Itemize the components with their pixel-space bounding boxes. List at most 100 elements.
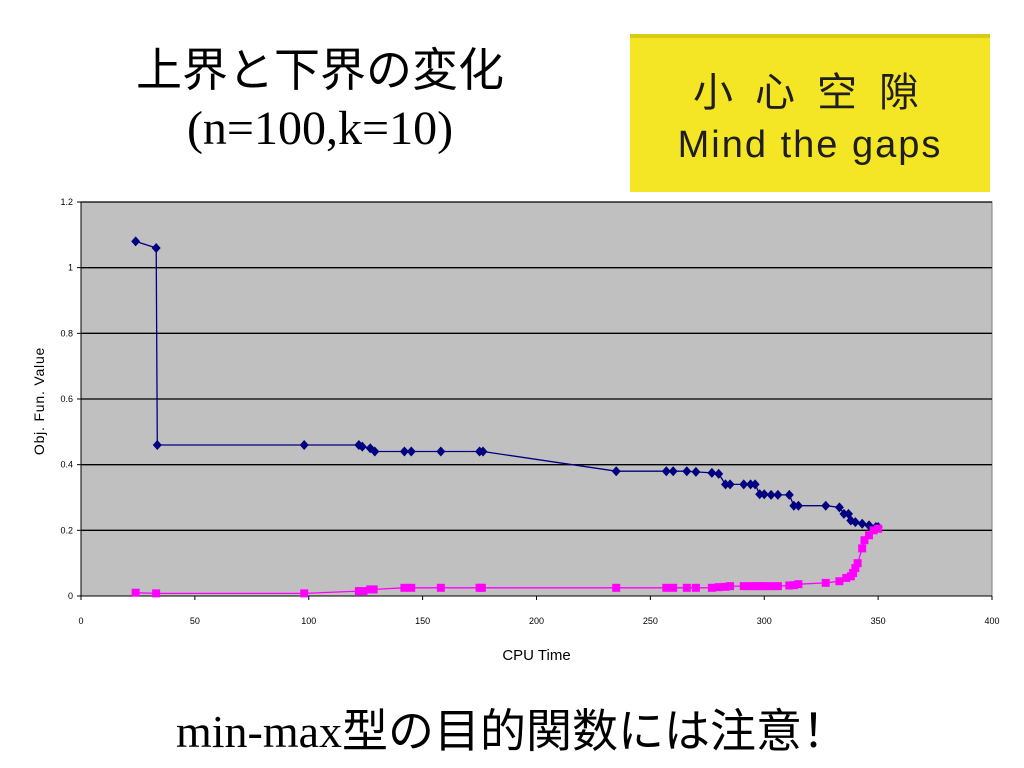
data-point bbox=[874, 524, 883, 533]
data-point bbox=[406, 446, 416, 457]
series-layer bbox=[131, 236, 883, 598]
sign-english-text: Mind the gaps bbox=[677, 124, 943, 166]
data-point bbox=[773, 582, 782, 591]
data-point bbox=[661, 466, 671, 477]
data-point bbox=[739, 479, 749, 490]
data-point bbox=[436, 583, 445, 592]
data-point bbox=[793, 500, 803, 511]
slide-subtitle: (n=100,k=10) bbox=[186, 102, 454, 155]
data-point bbox=[612, 583, 621, 592]
data-point bbox=[760, 582, 769, 591]
data-point bbox=[370, 446, 380, 457]
data-point bbox=[755, 489, 765, 500]
data-point bbox=[662, 583, 671, 592]
sign-chinese-text: 小心空隙 bbox=[693, 70, 941, 116]
data-point bbox=[773, 489, 783, 500]
data-point bbox=[151, 242, 161, 253]
data-point bbox=[839, 508, 849, 519]
data-point bbox=[767, 582, 776, 591]
data-point bbox=[682, 583, 691, 592]
mind-the-gaps-sign-image: 小心空隙 Mind the gaps bbox=[630, 34, 990, 192]
x-tick-label: 200 bbox=[529, 616, 544, 626]
data-point bbox=[725, 479, 735, 490]
data-point bbox=[478, 446, 488, 457]
data-point bbox=[784, 489, 794, 500]
data-point bbox=[860, 536, 869, 545]
data-point bbox=[611, 466, 621, 477]
data-point bbox=[850, 517, 860, 528]
data-point bbox=[750, 479, 760, 490]
data-point bbox=[400, 583, 409, 592]
data-point bbox=[152, 589, 161, 598]
data-point bbox=[369, 585, 378, 594]
data-point bbox=[726, 582, 735, 591]
y-tick-label: 1 bbox=[68, 263, 73, 273]
x-tick-label: 100 bbox=[301, 616, 316, 626]
data-point bbox=[746, 582, 755, 591]
data-point bbox=[436, 446, 446, 457]
x-tick-label: 150 bbox=[415, 616, 430, 626]
data-point bbox=[849, 569, 858, 578]
data-point bbox=[407, 583, 416, 592]
data-point bbox=[357, 441, 367, 452]
y-tick-label: 1.2 bbox=[60, 197, 73, 207]
data-point bbox=[714, 468, 724, 479]
y-tick-label: 0.6 bbox=[60, 394, 73, 404]
y-tick-label: 0.8 bbox=[60, 328, 73, 338]
data-point bbox=[853, 559, 862, 568]
data-point bbox=[755, 582, 764, 591]
data-point bbox=[131, 588, 140, 597]
data-point bbox=[746, 479, 756, 490]
data-point bbox=[299, 439, 309, 450]
data-point bbox=[751, 582, 760, 591]
data-point bbox=[477, 583, 486, 592]
data-point bbox=[869, 526, 878, 535]
data-point bbox=[835, 577, 844, 586]
data-point bbox=[354, 587, 363, 596]
y-axis-label: Obj. Fun. Value bbox=[31, 347, 47, 455]
data-point bbox=[851, 564, 860, 573]
y-tick-label: 0.4 bbox=[60, 460, 73, 470]
data-point bbox=[359, 587, 368, 596]
data-point bbox=[785, 581, 794, 590]
data-point bbox=[707, 583, 716, 592]
data-point bbox=[682, 466, 692, 477]
data-point bbox=[858, 544, 867, 553]
data-point bbox=[721, 479, 731, 490]
data-point bbox=[707, 467, 717, 478]
data-point bbox=[669, 583, 678, 592]
data-point bbox=[865, 531, 874, 540]
footer-latin-text: min-max bbox=[175, 706, 343, 757]
data-point bbox=[857, 518, 867, 529]
data-point bbox=[834, 502, 844, 513]
data-point bbox=[399, 446, 409, 457]
data-point bbox=[789, 581, 798, 590]
data-point bbox=[131, 236, 141, 247]
series-1 bbox=[131, 524, 883, 598]
data-point bbox=[759, 489, 769, 500]
data-point bbox=[300, 589, 309, 598]
data-point bbox=[668, 466, 678, 477]
x-tick-label: 250 bbox=[643, 616, 658, 626]
x-tick-label: 300 bbox=[757, 616, 772, 626]
x-tick-label: 400 bbox=[984, 616, 999, 626]
y-tick-label: 0.2 bbox=[60, 525, 73, 535]
x-tick-label: 50 bbox=[190, 616, 200, 626]
data-point bbox=[821, 578, 830, 587]
x-tick-label: 350 bbox=[871, 616, 886, 626]
grid-lines bbox=[81, 201, 992, 531]
data-point bbox=[152, 439, 162, 450]
bounds-chart: 0 0.2 0.4 0.6 0.8 1 1.2 0 50 100 150 200 250 300 350 40… bbox=[31, 197, 1000, 664]
data-point bbox=[714, 583, 723, 592]
x-axis-label: CPU Time bbox=[502, 647, 570, 664]
title-block: 上界と下界の変化 (n=100,k=10) bbox=[60, 40, 580, 158]
data-point bbox=[789, 500, 799, 511]
data-point bbox=[842, 573, 851, 582]
data-point bbox=[821, 500, 831, 511]
data-point bbox=[739, 582, 748, 591]
data-point bbox=[766, 489, 776, 500]
data-point bbox=[691, 466, 701, 477]
data-point bbox=[691, 583, 700, 592]
data-point bbox=[721, 582, 730, 591]
data-point bbox=[794, 580, 803, 589]
